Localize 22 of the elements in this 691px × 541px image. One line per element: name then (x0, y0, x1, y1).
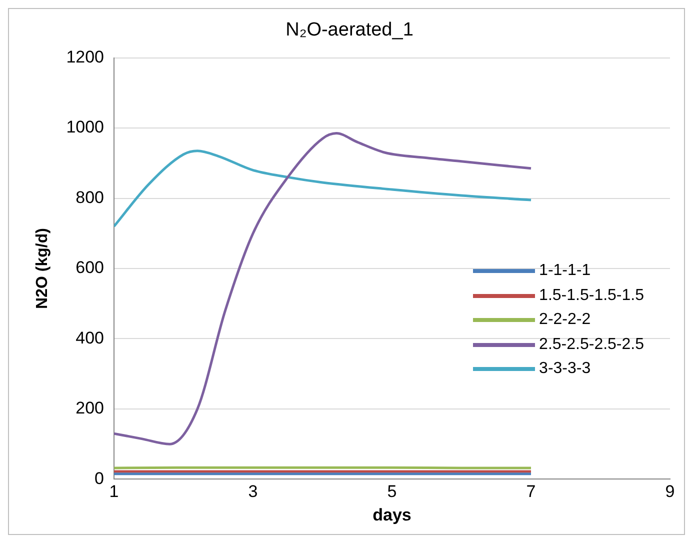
y-tick-label: 200 (76, 398, 104, 418)
line-series (114, 132, 532, 446)
y-tick-label: 0 (94, 468, 104, 488)
y-tick-label: 600 (76, 258, 104, 278)
y-tick-label: 1000 (66, 118, 104, 137)
chart-title: N₂O-aerated_1 (286, 20, 414, 41)
legend-label: 2.5-2.5-2.5-2.5 (539, 334, 644, 354)
y-tick-label: 1200 (66, 47, 104, 66)
legend-label: 1.5-1.5-1.5-1.5 (539, 286, 644, 306)
y-tick-label: 800 (76, 188, 104, 207)
y-tick-label: 400 (76, 328, 104, 348)
x-tick-label: 1 (109, 482, 119, 502)
legend-label: 3-3-3-3 (539, 359, 591, 379)
x-axis-title: days (372, 505, 412, 524)
legend-label: 2-2-2-2 (539, 310, 591, 330)
x-tick-label: 3 (248, 482, 258, 502)
legend-label: 1-1-1-1 (539, 261, 591, 281)
x-tick-label: 7 (526, 482, 536, 502)
x-tick-label: 5 (387, 482, 397, 502)
line-series (114, 150, 532, 228)
x-tick-label: 9 (665, 482, 675, 502)
y-axis-title: N2O (kg/d) (34, 228, 52, 309)
